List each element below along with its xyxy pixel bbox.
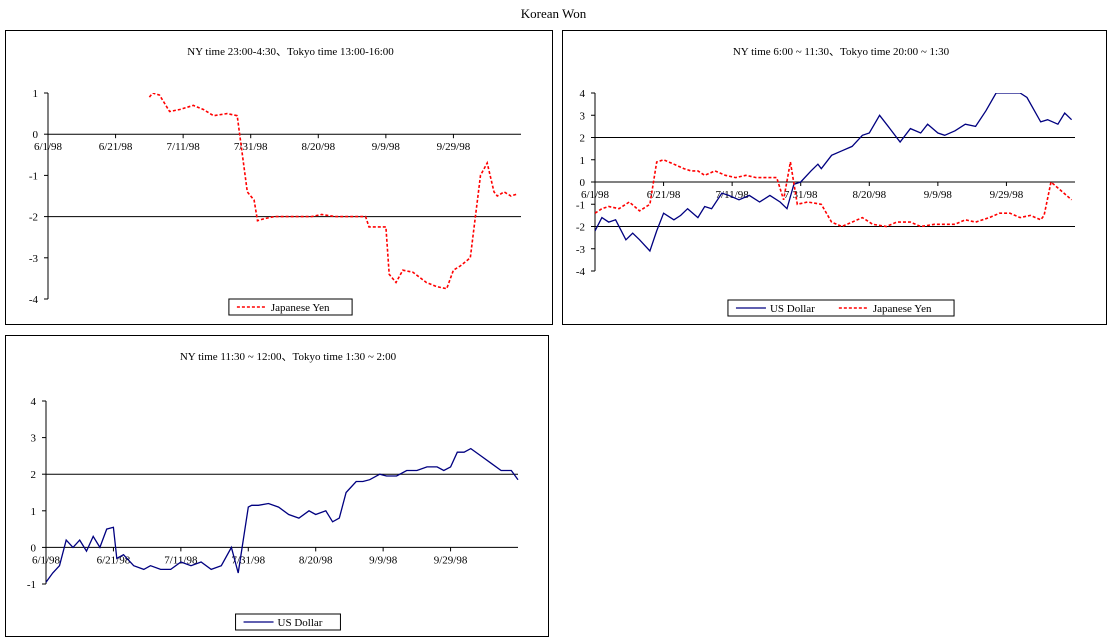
- chart-2: NY time 6:00 ~ 11:30、Tokyo time 20:00 ~ …: [576, 46, 1075, 317]
- y-tick-label: 4: [580, 88, 586, 100]
- chart-panel-3: NY time 11:30 ~ 12:00、Tokyo time 1:30 ~ …: [5, 335, 549, 637]
- y-tick-label: 1: [31, 506, 37, 518]
- chart-1: NY time 23:00-4:30、Tokyo time 13:00-16:0…: [29, 46, 521, 316]
- figure-title: Korean Won: [520, 6, 587, 21]
- y-tick-label: -4: [576, 266, 586, 278]
- y-tick-label: 1: [580, 155, 586, 167]
- series-line-japanese-yen: [595, 158, 1073, 228]
- x-tick-label: 9/29/98: [437, 141, 471, 153]
- x-tick-label: 7/11/98: [167, 141, 201, 153]
- series-line-japanese-yen: [148, 93, 518, 290]
- y-tick-label: -4: [29, 294, 39, 306]
- legend-box: [235, 613, 341, 631]
- y-tick-label: -3: [29, 253, 39, 265]
- legend-label: US Dollar: [770, 303, 815, 315]
- y-tick-label: -1: [29, 170, 38, 182]
- x-tick-label: 7/11/98: [716, 189, 750, 201]
- chart-panel-2: NY time 6:00 ~ 11:30、Tokyo time 20:00 ~ …: [562, 30, 1107, 325]
- x-tick-label: 6/21/98: [647, 189, 681, 201]
- x-tick-label: 9/9/98: [924, 189, 953, 201]
- x-tick-label: 6/1/98: [32, 554, 61, 566]
- legend-label: Japanese Yen: [271, 302, 330, 314]
- y-tick-label: 0: [580, 177, 586, 189]
- x-tick-label: 9/29/98: [990, 189, 1024, 201]
- y-tick-label: 3: [31, 433, 37, 445]
- y-tick-label: -2: [29, 212, 38, 224]
- y-tick-label: 2: [580, 133, 586, 145]
- y-tick-label: 0: [33, 129, 39, 141]
- x-tick-label: 8/20/98: [299, 554, 333, 566]
- y-tick-label: -3: [576, 244, 586, 256]
- chart-title: NY time 11:30 ~ 12:00、Tokyo time 1:30 ~ …: [180, 351, 397, 363]
- legend-label: US Dollar: [278, 617, 323, 629]
- chart-title: NY time 23:00-4:30、Tokyo time 13:00-16:0…: [187, 46, 394, 58]
- y-tick-label: 1: [33, 88, 39, 100]
- x-tick-label: 9/9/98: [369, 554, 398, 566]
- y-tick-label: -2: [576, 222, 585, 234]
- x-tick-label: 7/31/98: [784, 189, 818, 201]
- y-tick-label: 3: [580, 110, 586, 122]
- x-tick-label: 6/21/98: [97, 554, 131, 566]
- chart-panel-1: NY time 23:00-4:30、Tokyo time 13:00-16:0…: [5, 30, 553, 325]
- x-tick-label: 7/31/98: [234, 141, 268, 153]
- legend-box: [228, 298, 353, 316]
- chart-3: NY time 11:30 ~ 12:00、Tokyo time 1:30 ~ …: [27, 351, 519, 631]
- x-tick-label: 8/20/98: [301, 141, 335, 153]
- legend-label: Japanese Yen: [873, 303, 932, 315]
- x-tick-label: 9/9/98: [372, 141, 401, 153]
- y-tick-label: -1: [27, 579, 36, 591]
- x-tick-label: 6/1/98: [581, 189, 610, 201]
- x-tick-label: 6/1/98: [34, 141, 63, 153]
- x-tick-label: 8/20/98: [852, 189, 886, 201]
- series-line-us-dollar: [595, 93, 1073, 253]
- y-tick-label: 2: [31, 469, 37, 481]
- x-tick-label: 6/21/98: [99, 141, 133, 153]
- x-tick-label: 7/11/98: [164, 554, 198, 566]
- chart-title: NY time 6:00 ~ 11:30、Tokyo time 20:00 ~ …: [733, 46, 950, 58]
- x-tick-label: 9/29/98: [434, 554, 468, 566]
- y-tick-label: 4: [31, 396, 37, 408]
- y-tick-label: 0: [31, 542, 37, 554]
- y-tick-label: -1: [576, 199, 585, 211]
- series-line-us-dollar: [46, 447, 519, 583]
